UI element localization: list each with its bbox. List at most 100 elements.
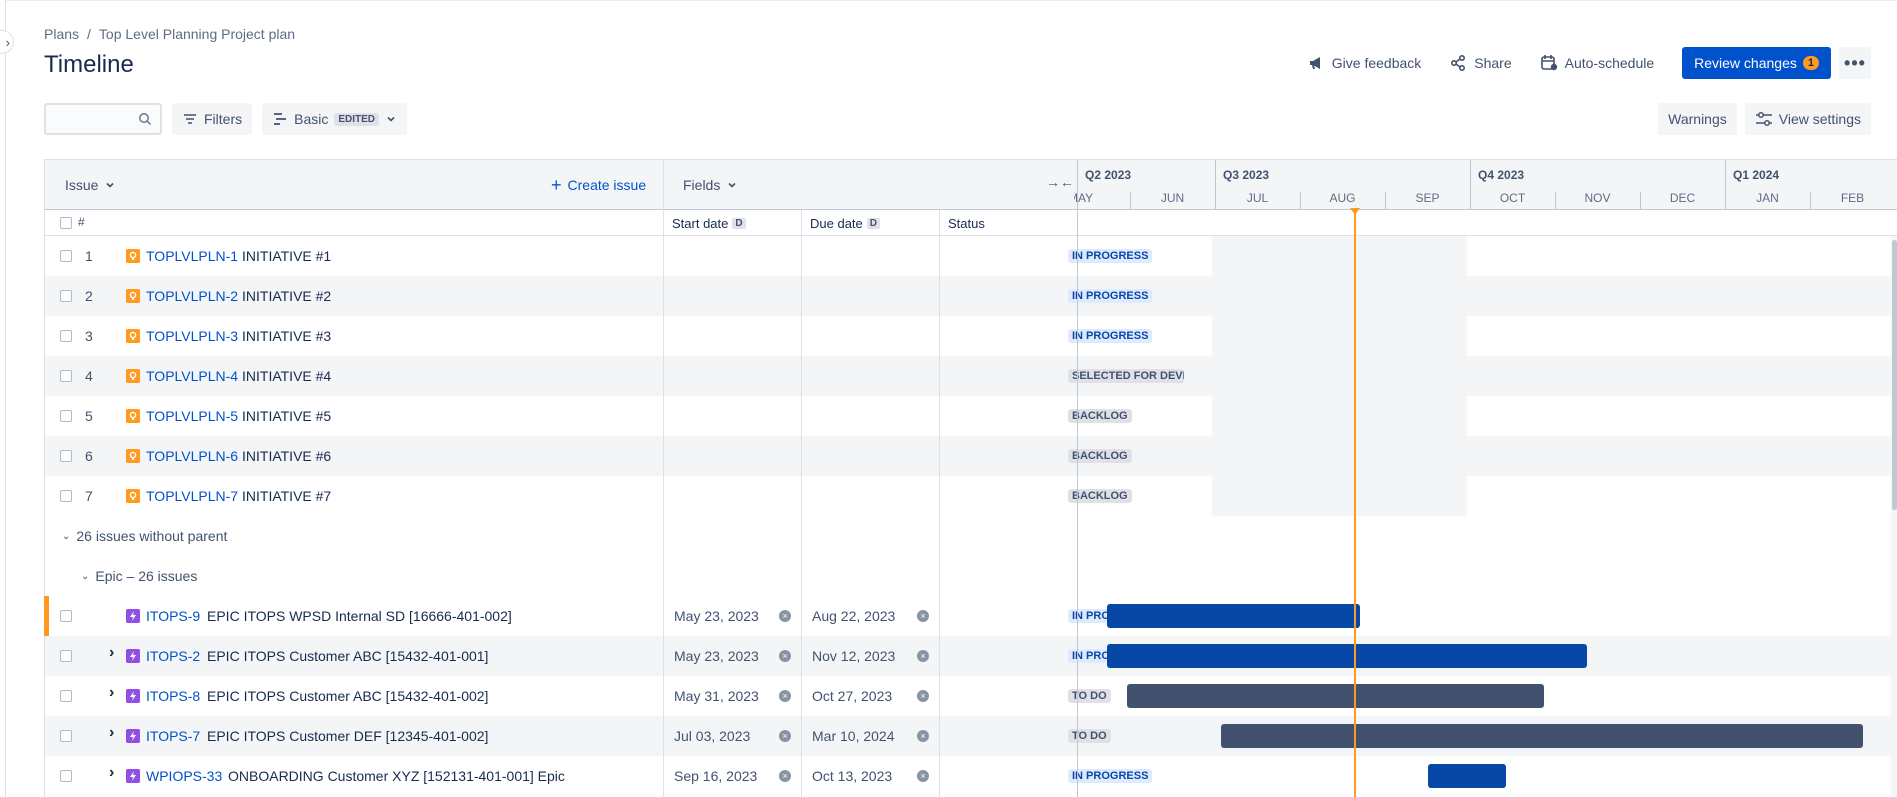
issue-key-link[interactable]: TOPLVLPLN-7 [146, 488, 239, 504]
row-checkbox[interactable] [60, 410, 72, 422]
issue-key-link[interactable]: TOPLVLPLN-5 [146, 408, 239, 424]
timeline-bar[interactable] [1107, 644, 1588, 668]
clear-start-date-icon[interactable]: × [779, 690, 791, 702]
timeline-bar[interactable] [1427, 764, 1506, 788]
due-date-value[interactable]: Nov 12, 2023 [812, 648, 896, 664]
start-date-value[interactable]: Sep 16, 2023 [674, 768, 758, 784]
expand-row-chevron-icon[interactable]: › [109, 644, 115, 661]
issue-key-link[interactable]: ITOPS-8 [146, 688, 201, 704]
search-box[interactable] [44, 103, 162, 135]
clear-due-date-icon[interactable]: × [917, 650, 929, 662]
status-lozenge[interactable]: IN PROGRESS [1068, 329, 1153, 343]
issue-title: INITIATIVE #3 [242, 328, 332, 344]
start-date-value[interactable]: May 23, 2023 [674, 608, 759, 624]
start-date-value[interactable]: Jul 03, 2023 [674, 728, 751, 744]
create-issue-button[interactable]: + Create issue [551, 176, 646, 194]
row-checkbox[interactable] [60, 610, 72, 622]
issue-key-link[interactable]: TOPLVLPLN-3 [146, 328, 239, 344]
view-selector[interactable]: Basic EDITED [262, 103, 408, 135]
status-lozenge[interactable]: IN PROGRESS [1068, 249, 1153, 263]
collapse-fields-icon[interactable]: →← [1046, 174, 1074, 190]
search-input[interactable] [46, 105, 136, 133]
clear-start-date-icon[interactable]: × [779, 650, 791, 662]
issue-column-header[interactable]: Issue [65, 177, 116, 193]
clear-due-date-icon[interactable]: × [917, 730, 929, 742]
share-button[interactable]: Share [1439, 47, 1521, 79]
expand-row-chevron-icon[interactable]: › [109, 684, 115, 701]
group-toggle-epic[interactable]: ⌄ Epic – 26 issues [81, 568, 197, 584]
issue-key-link[interactable]: TOPLVLPLN-6 [146, 448, 239, 464]
start-date-header[interactable]: Start date D [672, 216, 746, 231]
status-lozenge[interactable]: SELECTED FOR DEVELOPMENT [1068, 369, 1184, 383]
status-label: Status [948, 216, 985, 231]
select-all-checkbox[interactable] [60, 217, 72, 229]
status-lozenge[interactable]: IN PROGRESS [1068, 289, 1153, 303]
start-date-value[interactable]: May 31, 2023 [674, 688, 759, 704]
quarter-divider [1215, 160, 1216, 210]
row-checkbox[interactable] [60, 650, 72, 662]
clear-due-date-icon[interactable]: × [917, 770, 929, 782]
due-date-value[interactable]: Aug 22, 2023 [812, 608, 896, 624]
expand-row-chevron-icon[interactable]: › [109, 724, 115, 741]
expand-sidebar-button[interactable]: › [0, 30, 14, 54]
review-changes-button[interactable]: Review changes 1 [1682, 47, 1831, 79]
row-checkbox[interactable] [60, 370, 72, 382]
status-lozenge[interactable]: BACKLOG [1068, 449, 1132, 463]
timeline-bar[interactable] [1107, 604, 1361, 628]
row-checkbox[interactable] [60, 250, 72, 262]
issue-key-link[interactable]: TOPLVLPLN-4 [146, 368, 239, 384]
filter-icon [184, 114, 196, 124]
filters-button[interactable]: Filters [172, 103, 253, 135]
timeline-bar[interactable] [1127, 684, 1544, 708]
timeline-bar[interactable] [1220, 724, 1863, 748]
due-date-value[interactable]: Mar 10, 2024 [812, 728, 895, 744]
clear-start-date-icon[interactable]: × [779, 770, 791, 782]
status-lozenge[interactable]: IN PROGRESS [1068, 769, 1153, 783]
row-checkbox[interactable] [60, 770, 72, 782]
vertical-scrollbar[interactable] [1891, 236, 1897, 797]
due-date-header[interactable]: Due date D [810, 216, 880, 231]
status-lozenge[interactable]: TO DO [1068, 689, 1111, 703]
clear-start-date-icon[interactable]: × [779, 730, 791, 742]
month-divider [1725, 192, 1726, 210]
divider-issue-fields [663, 160, 664, 797]
due-date-value[interactable]: Oct 13, 2023 [812, 768, 893, 784]
row-checkbox[interactable] [60, 290, 72, 302]
review-count-badge: 1 [1802, 56, 1819, 70]
row-checkbox[interactable] [60, 490, 72, 502]
issue-key-link[interactable]: TOPLVLPLN-1 [146, 248, 239, 264]
issue-key-link[interactable]: ITOPS-9 [146, 608, 201, 624]
clear-due-date-icon[interactable]: × [917, 610, 929, 622]
scrollbar-thumb[interactable] [1892, 240, 1897, 510]
issue-key-link[interactable]: WPIOPS-33 [146, 768, 223, 784]
issue-key-link[interactable]: TOPLVLPLN-2 [146, 288, 239, 304]
status-lozenge[interactable]: TO DO [1068, 729, 1111, 743]
due-date-value[interactable]: Oct 27, 2023 [812, 688, 893, 704]
row-checkbox[interactable] [60, 330, 72, 342]
warnings-button[interactable]: Warnings [1658, 103, 1737, 135]
status-header[interactable]: Status [948, 216, 985, 231]
today-marker-line [1353, 210, 1356, 797]
fields-column-header[interactable]: Fields [683, 177, 738, 193]
month-divider [1385, 192, 1386, 210]
more-actions-button[interactable]: ••• [1839, 47, 1871, 79]
issue-key-link[interactable]: ITOPS-7 [146, 728, 201, 744]
give-feedback-button[interactable]: Give feedback [1297, 47, 1432, 79]
status-lozenge[interactable]: BACKLOG [1068, 489, 1132, 503]
view-settings-button[interactable]: View settings [1744, 103, 1871, 135]
auto-schedule-button[interactable]: Auto-schedule [1530, 47, 1665, 79]
group-toggle-no-parent[interactable]: ⌄ 26 issues without parent [62, 528, 227, 544]
issue-key-link[interactable]: ITOPS-2 [146, 648, 201, 664]
toolbar-right: Warnings View settings [1658, 103, 1871, 135]
row-checkbox[interactable] [60, 730, 72, 742]
start-date-value[interactable]: May 23, 2023 [674, 648, 759, 664]
status-lozenge[interactable]: BACKLOG [1068, 409, 1132, 423]
breadcrumb-plans[interactable]: Plans [44, 26, 80, 42]
initiative-icon [126, 449, 140, 463]
expand-row-chevron-icon[interactable]: › [109, 764, 115, 781]
clear-due-date-icon[interactable]: × [917, 690, 929, 702]
clear-start-date-icon[interactable]: × [779, 610, 791, 622]
row-checkbox[interactable] [60, 690, 72, 702]
row-checkbox[interactable] [60, 450, 72, 462]
breadcrumb-current[interactable]: Top Level Planning Project plan [98, 26, 296, 42]
